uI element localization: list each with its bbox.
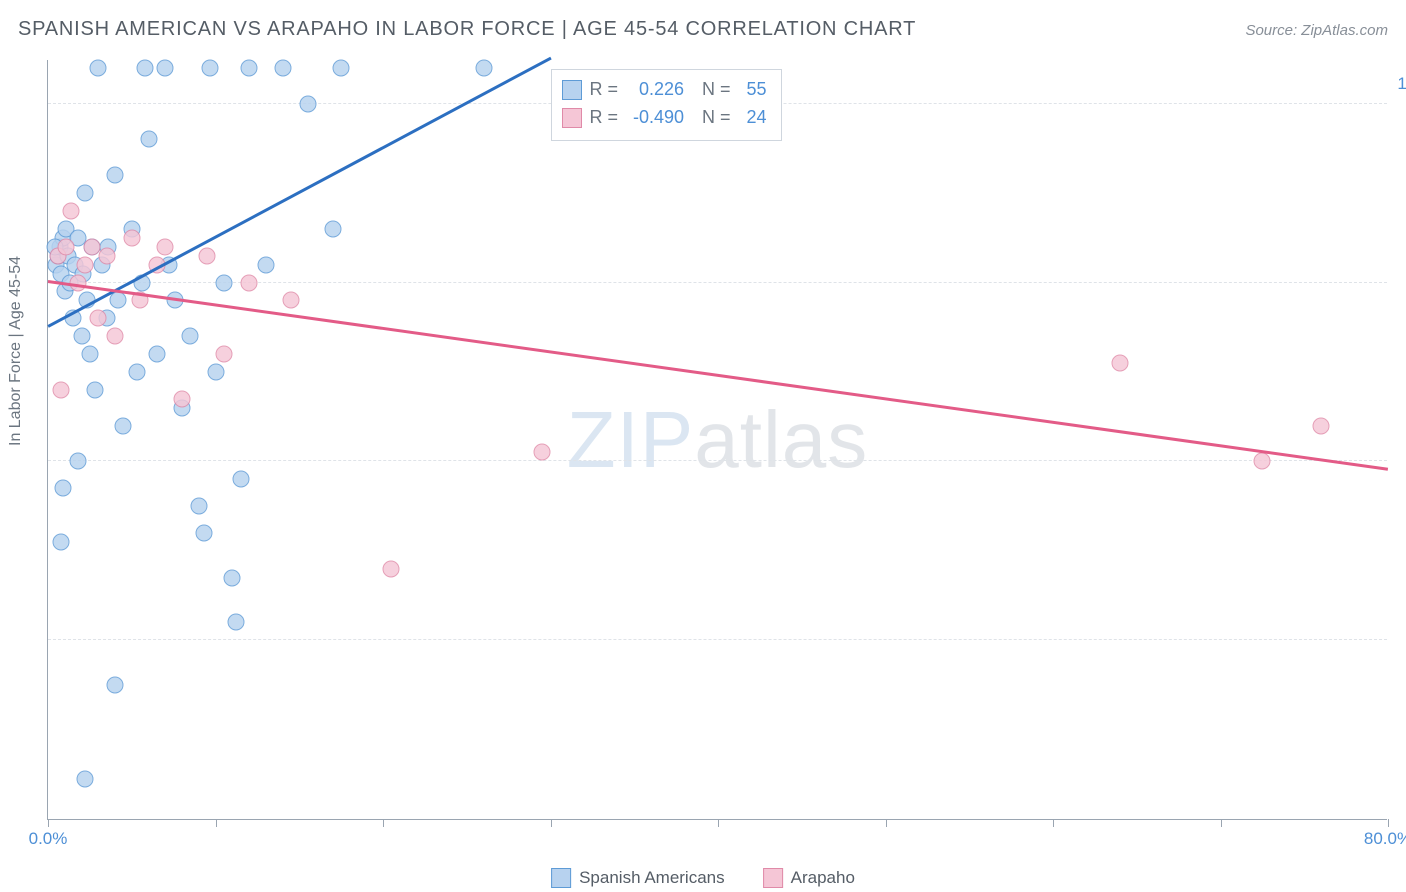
data-point [55,480,72,497]
stat-label-r: R = [590,104,619,132]
legend-label-b: Arapaho [791,868,855,888]
data-point [107,328,124,345]
stat-label-r: R = [590,76,619,104]
data-point [76,256,93,273]
data-point [90,59,107,76]
data-point [224,569,241,586]
stats-row: R =-0.490 N = 24 [562,104,767,132]
data-point [128,363,145,380]
trend-line [47,57,551,327]
data-point [207,363,224,380]
data-point [140,131,157,148]
x-tick [383,819,384,827]
data-point [63,203,80,220]
data-point [76,770,93,787]
stats-swatch [562,108,582,128]
data-point [299,95,316,112]
data-point [157,238,174,255]
gridline [48,460,1387,461]
legend-swatch-a [551,868,571,888]
x-tick [216,819,217,827]
stat-value-r: -0.490 [626,104,684,132]
x-tick [1221,819,1222,827]
data-point [1313,417,1330,434]
x-tick [1388,819,1389,827]
data-point [90,310,107,327]
data-point [190,498,207,515]
x-tick [718,819,719,827]
data-point [1254,453,1271,470]
data-point [53,381,70,398]
data-point [148,346,165,363]
stat-value-n: 55 [739,76,767,104]
stat-label-n: N = [702,76,731,104]
data-point [107,676,124,693]
stats-row: R =0.226 N = 55 [562,76,767,104]
x-tick-label: 0.0% [29,829,68,849]
title-bar: SPANISH AMERICAN VS ARAPAHO IN LABOR FOR… [18,18,1388,41]
data-point [324,220,341,237]
watermark: ZIPatlas [567,394,868,486]
data-point [257,256,274,273]
data-point [123,229,140,246]
data-point [81,346,98,363]
data-point [70,453,87,470]
data-point [241,274,258,291]
data-point [107,167,124,184]
stats-swatch [562,80,582,100]
data-point [137,59,154,76]
data-point [157,59,174,76]
data-point [282,292,299,309]
data-point [241,59,258,76]
legend: Spanish Americans Arapaho [551,868,855,888]
x-tick-label: 80.0% [1364,829,1406,849]
data-point [76,185,93,202]
correlation-stats-box: R =0.226 N = 55 R =-0.490 N = 24 [551,69,782,141]
data-point [215,274,232,291]
data-point [199,247,216,264]
data-point [475,59,492,76]
data-point [227,614,244,631]
data-point [73,328,90,345]
data-point [383,560,400,577]
data-point [232,471,249,488]
x-tick [48,819,49,827]
data-point [53,533,70,550]
x-tick [886,819,887,827]
gridline [48,639,1387,640]
data-point [58,238,75,255]
legend-item-b: Arapaho [763,868,855,888]
chart-plot-area: ZIPatlas 40.0%60.0%80.0%100.0%0.0%80.0%R… [47,60,1387,820]
data-point [202,59,219,76]
legend-swatch-b [763,868,783,888]
chart-title: SPANISH AMERICAN VS ARAPAHO IN LABOR FOR… [18,18,916,41]
x-tick [1053,819,1054,827]
trend-line [48,280,1388,470]
data-point [174,390,191,407]
data-point [182,328,199,345]
legend-item-a: Spanish Americans [551,868,725,888]
data-point [215,346,232,363]
data-point [110,292,127,309]
stat-value-r: 0.226 [626,76,684,104]
y-tick-label: 100.0% [1397,74,1406,94]
watermark-bold: ZIP [567,395,694,484]
data-point [534,444,551,461]
source-attribution: Source: ZipAtlas.com [1245,22,1388,39]
data-point [195,524,212,541]
data-point [274,59,291,76]
stat-label-n: N = [702,104,731,132]
data-point [86,381,103,398]
data-point [1112,355,1129,372]
data-point [98,247,115,264]
x-tick [551,819,552,827]
stat-value-n: 24 [739,104,767,132]
y-axis-label: In Labor Force | Age 45-54 [7,256,25,446]
legend-label-a: Spanish Americans [579,868,725,888]
watermark-light: atlas [694,395,868,484]
data-point [115,417,132,434]
data-point [333,59,350,76]
